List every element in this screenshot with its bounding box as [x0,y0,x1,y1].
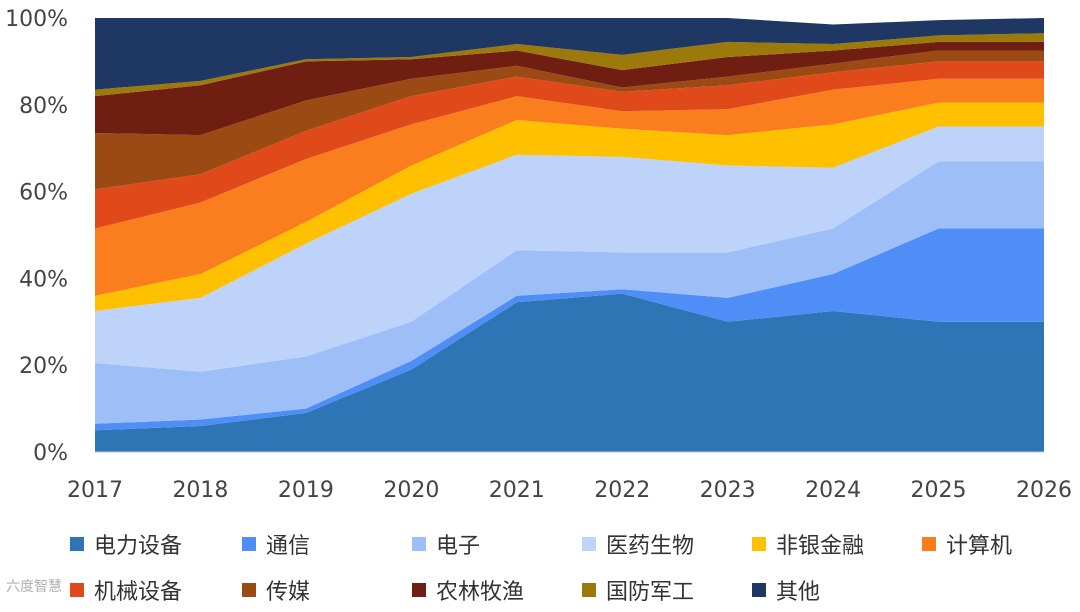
legend-swatch [582,537,596,551]
area-series-5 [95,78,1044,296]
legend-label: 非银金融 [776,534,865,559]
legend-item: 计算机 [922,526,1012,562]
legend-item: 国防军工 [582,572,694,608]
area-series-4 [95,102,1044,311]
y-tick-label: 60% [19,181,68,206]
legend-swatch [242,537,256,551]
legend-label: 其他 [776,580,821,605]
legend-label: 通信 [266,534,311,559]
y-tick-label: 0% [33,441,68,466]
y-tick-label: 100% [5,7,68,32]
legend-label: 医药生物 [606,534,695,559]
legend-swatch [582,583,596,597]
legend-item: 传媒 [242,572,310,608]
legend-label: 机械设备 [94,580,183,605]
legend-item: 医药生物 [582,526,694,562]
legend-label: 电子 [436,534,481,559]
legend-label: 农林牧渔 [436,580,525,605]
area-series-3 [95,126,1044,372]
x-tick-label: 2023 [700,478,756,503]
area-series-6 [95,61,1044,229]
x-tick-label: 2018 [172,478,228,503]
legend-item: 电子 [412,526,480,562]
area-series-2 [95,161,1044,424]
legend-item: 其他 [752,572,820,608]
y-tick-label: 20% [19,354,68,379]
area-series-1 [95,228,1044,431]
legend-label: 电力设备 [94,534,183,559]
legend-item: 机械设备 [70,572,182,608]
x-axis-ticks: 2017 2018 2019 2020 2021 2022 2023 2024 2025 2026 [67,478,1072,503]
area-series-9 [95,33,1044,97]
watermark-logo: 六度智慧 [6,579,62,595]
x-tick-label: 2025 [911,478,967,503]
legend-swatch [752,583,766,597]
area-series-0 [95,293,1044,452]
legend-swatch [70,583,84,597]
legend-label: 计算机 [946,534,1013,559]
legend-swatch [412,537,426,551]
legend-swatch [70,537,84,551]
area-series-7 [95,50,1044,190]
x-tick-label: 2022 [594,478,650,503]
y-tick-label: 80% [19,94,68,119]
legend-label: 传媒 [266,580,311,605]
area-series-8 [95,41,1044,136]
x-tick-label: 2017 [67,478,123,503]
y-axis-ticks: 0% 20% 40% 60% 80% 100% [5,7,68,466]
x-tick-label: 2021 [489,478,545,503]
area-series-10 [95,18,1044,90]
legend-item: 农林牧渔 [412,572,524,608]
legend-item: 电力设备 [70,526,182,562]
legend-item: 通信 [242,526,310,562]
stacked-area-chart: 0%20%40%60%80%100% 2017 2018 2019 2020 2021 2… [5,7,1072,503]
legend-swatch [752,537,766,551]
x-tick-label: 2020 [383,478,439,503]
legend-label: 国防军工 [606,580,695,605]
legend-swatch [242,583,256,597]
legend-swatch [922,537,936,551]
area-series-group [95,18,1044,452]
y-tick-label: 40% [19,267,68,292]
x-tick-label: 2024 [805,478,861,503]
legend-swatch [412,583,426,597]
legend-item: 非银金融 [752,526,864,562]
x-tick-label: 2019 [278,478,334,503]
x-tick-label: 2026 [1016,478,1072,503]
